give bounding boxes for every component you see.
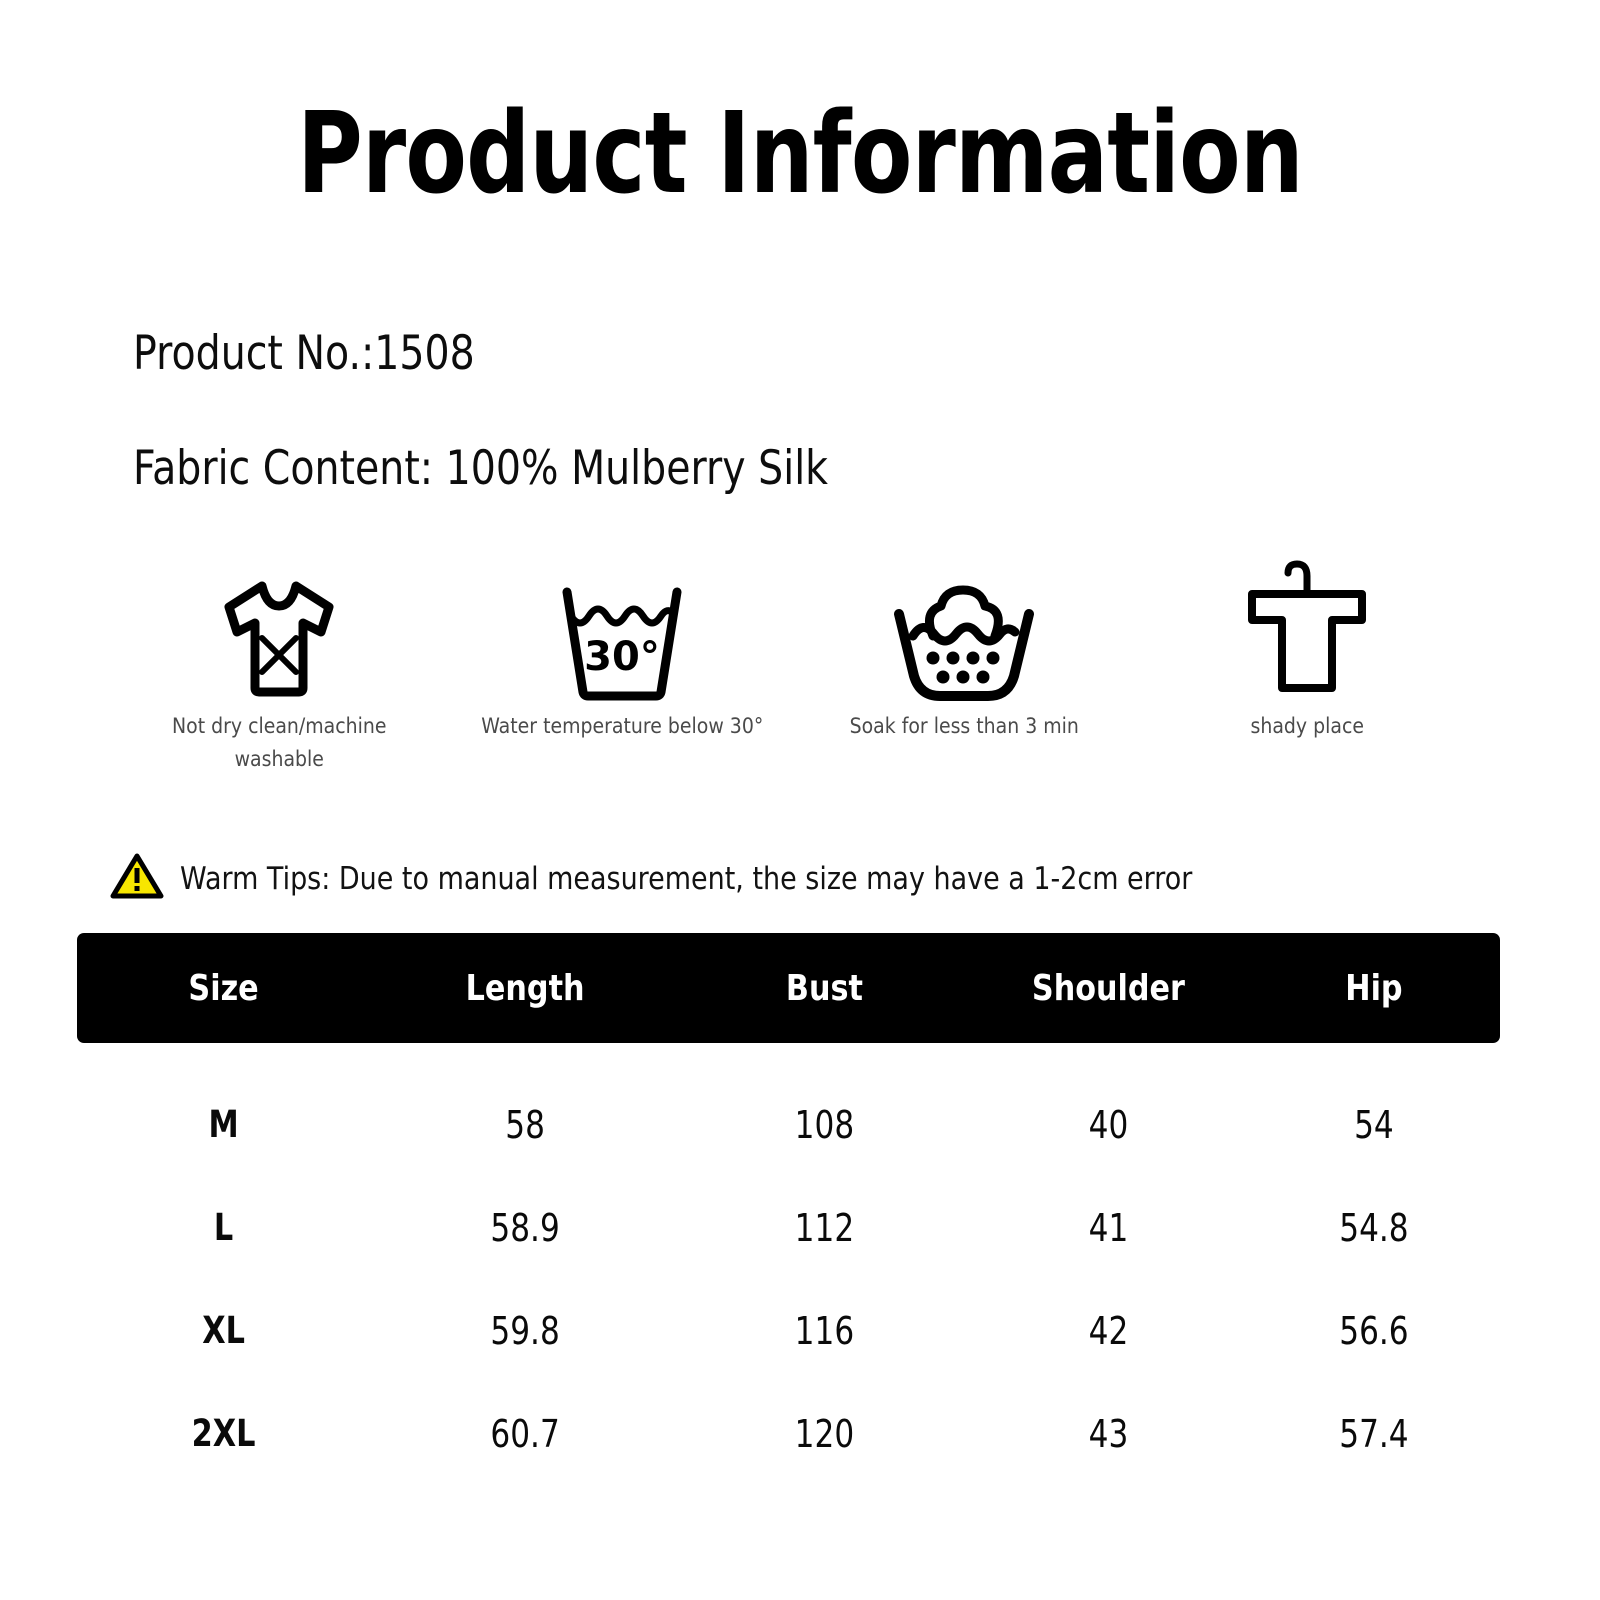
cell-hip: 56.6 <box>1339 1308 1409 1353</box>
hanger-shirt-icon <box>1244 556 1370 702</box>
product-number-text: Product No.:1508 <box>133 326 475 381</box>
cell-shoulder: 40 <box>1088 1102 1129 1147</box>
cell-bust: 108 <box>795 1102 855 1147</box>
size-table: Size Length Bust Shoulder Hip M 58 108 4… <box>77 933 1500 1485</box>
fabric-content-text: Fabric Content: 100% Mulberry Silk <box>133 441 829 496</box>
care-instructions-row: Not dry clean/machine washable 30° Water… <box>108 556 1478 786</box>
table-row: M 58 108 40 54 <box>77 1073 1500 1176</box>
cell-size: 2XL <box>191 1412 256 1455</box>
cell-bust: 112 <box>795 1205 855 1250</box>
care-item-shady-place: shady place <box>1136 556 1479 743</box>
column-header-size: Size <box>188 967 259 1009</box>
care-item-no-dry-clean: Not dry clean/machine washable <box>108 556 451 775</box>
column-header-shoulder: Shoulder <box>1032 967 1186 1009</box>
wash-temp-label: 30° <box>584 634 660 680</box>
care-caption-water-temperature: Water temperature below 30° <box>480 714 763 738</box>
cell-size: M <box>208 1103 239 1146</box>
care-item-water-temperature: 30° Water temperature below 30° <box>451 556 794 743</box>
column-header-bust: Bust <box>786 967 864 1009</box>
column-header-length: Length <box>465 967 585 1009</box>
care-caption-shady-place: shady place <box>1250 714 1364 738</box>
cell-shoulder: 43 <box>1088 1411 1129 1456</box>
warning-triangle-icon <box>110 852 164 905</box>
page-title: Product Information <box>297 89 1304 219</box>
cell-hip: 57.4 <box>1339 1411 1409 1456</box>
care-item-soak: Soak for less than 3 min <box>793 556 1136 743</box>
cell-bust: 120 <box>795 1411 855 1456</box>
cell-size: XL <box>202 1309 245 1352</box>
cell-length: 59.8 <box>490 1308 560 1353</box>
cell-length: 60.7 <box>490 1411 560 1456</box>
cell-length: 58.9 <box>490 1205 560 1250</box>
warm-tips-row: Warm Tips: Due to manual measurement, th… <box>110 852 1344 905</box>
size-table-header-row: Size Length Bust Shoulder Hip <box>77 933 1500 1043</box>
cell-shoulder: 42 <box>1088 1308 1129 1353</box>
cell-length: 58 <box>505 1102 546 1147</box>
care-caption-no-dry-clean: Not dry clean/machine washable <box>171 714 387 771</box>
wash-tub-30-degrees-icon: 30° <box>557 556 687 702</box>
no-dry-clean-tshirt-icon <box>215 556 343 702</box>
cell-shoulder: 41 <box>1088 1205 1129 1250</box>
table-row: XL 59.8 116 42 56.6 <box>77 1279 1500 1382</box>
cell-hip: 54.8 <box>1339 1205 1409 1250</box>
table-row: 2XL 60.7 120 43 57.4 <box>77 1382 1500 1485</box>
cell-hip: 54 <box>1354 1102 1394 1147</box>
care-caption-soak: Soak for less than 3 min <box>849 714 1079 738</box>
soak-basin-icon <box>889 556 1039 702</box>
warm-tips-text: Warm Tips: Due to manual measurement, th… <box>180 860 1193 897</box>
column-header-hip: Hip <box>1345 967 1403 1009</box>
cell-size: L <box>213 1206 234 1249</box>
table-row: L 58.9 112 41 54.8 <box>77 1176 1500 1279</box>
cell-bust: 116 <box>795 1308 855 1353</box>
